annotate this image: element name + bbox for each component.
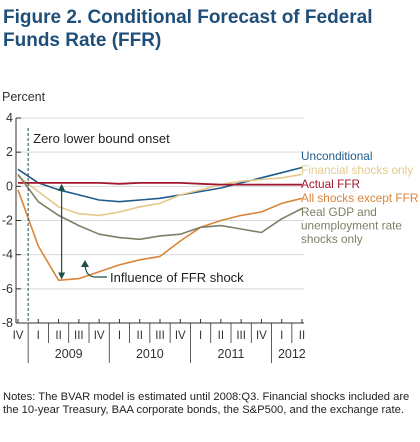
x-tick-label: II bbox=[299, 330, 305, 342]
x-year-label: 2012 bbox=[278, 347, 306, 361]
x-tick-label: I bbox=[280, 330, 283, 342]
legend-label-real_gdp: unemployment rate bbox=[301, 219, 402, 233]
series-line-real_gdp bbox=[17, 173, 303, 241]
y-tick-label: 4 bbox=[6, 111, 13, 125]
legend-label-real_gdp: Real GDP and bbox=[301, 205, 377, 219]
ffr-shock-pointer bbox=[84, 265, 107, 278]
annotations: Zero lower bound onset Influence of FFR s… bbox=[27, 128, 244, 323]
x-tick-label: IV bbox=[175, 330, 186, 342]
legend-label-unconditional: Unconditional bbox=[301, 149, 372, 163]
chart-title: Figure 2. Conditional Forecast of Federa… bbox=[3, 7, 373, 51]
x-year-label: 2010 bbox=[136, 347, 164, 361]
ffr-shock-arrowhead-down bbox=[58, 272, 66, 280]
legend-label-financial: Financial shocks only bbox=[301, 163, 413, 177]
y-tick-label: 0 bbox=[6, 179, 13, 193]
series-lines bbox=[17, 166, 303, 282]
x-tick-label: III bbox=[155, 330, 165, 342]
x-tick-label: IV bbox=[94, 330, 105, 342]
y-tick-label: 2 bbox=[6, 145, 13, 159]
x-tick-label: III bbox=[74, 330, 84, 342]
series-line-actual bbox=[18, 181, 302, 186]
legend-label-all_except_ffr: All shocks except FFR bbox=[301, 191, 418, 205]
y-tick-label: -4 bbox=[2, 248, 13, 262]
x-year-label: 2009 bbox=[55, 347, 83, 361]
x-tick-label: II bbox=[218, 330, 224, 342]
x-tick-label: II bbox=[55, 330, 61, 342]
x-tick-label: I bbox=[37, 330, 40, 342]
y-tick-label: -2 bbox=[2, 214, 13, 228]
zlb-label: Zero lower bound onset bbox=[33, 131, 170, 146]
ffr-shock-pointer-head bbox=[81, 260, 89, 267]
chart-notes: Notes: The BVAR model is estimated until… bbox=[3, 391, 410, 417]
series-line-financial bbox=[17, 173, 303, 217]
y-axis-label: Percent bbox=[2, 90, 46, 104]
ffr-shock-arrowhead-up bbox=[58, 183, 66, 191]
x-tick-label: III bbox=[236, 330, 246, 342]
x-tick-label: I bbox=[199, 330, 202, 342]
legend-label-real_gdp: shocks only bbox=[301, 232, 363, 246]
x-tick-label: I bbox=[118, 330, 121, 342]
x-year-label: 2011 bbox=[218, 347, 245, 361]
y-tick-label: -8 bbox=[2, 316, 13, 330]
legend-label-actual: Actual FFR bbox=[301, 177, 360, 191]
ffr-shock-label: Influence of FFR shock bbox=[110, 270, 244, 285]
x-tick-label: IV bbox=[13, 330, 24, 342]
grid-lines bbox=[16, 117, 304, 290]
y-tick-label: -6 bbox=[2, 282, 13, 296]
x-tick-label: II bbox=[137, 330, 143, 342]
series-line-all_except_ffr bbox=[17, 189, 303, 282]
x-tick-label: IV bbox=[256, 330, 267, 342]
